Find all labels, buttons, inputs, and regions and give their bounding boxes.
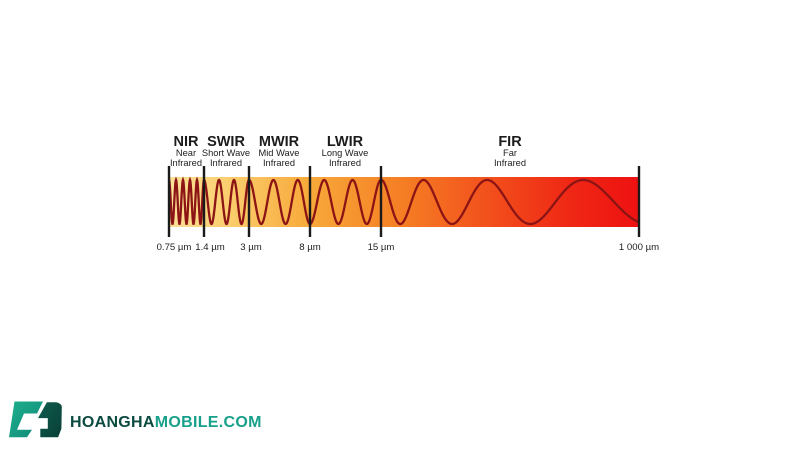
svg-text:Infrared: Infrared — [170, 158, 202, 168]
svg-text:Near: Near — [176, 148, 196, 158]
svg-text:Long Wave: Long Wave — [322, 148, 369, 158]
svg-text:Far: Far — [503, 148, 517, 158]
svg-text:1.4 µm: 1.4 µm — [195, 242, 225, 253]
svg-text:3 µm: 3 µm — [240, 242, 262, 253]
svg-text:Infrared: Infrared — [210, 158, 242, 168]
svg-text:1 000 µm: 1 000 µm — [619, 242, 659, 253]
svg-text:Infrared: Infrared — [263, 158, 295, 168]
svg-text:Infrared: Infrared — [494, 158, 526, 168]
svg-text:8 µm: 8 µm — [299, 242, 321, 253]
svg-text:0.75 µm: 0.75 µm — [157, 242, 192, 253]
svg-text:Short Wave: Short Wave — [202, 148, 250, 158]
svg-text:Infrared: Infrared — [329, 158, 361, 168]
svg-text:Mid Wave: Mid Wave — [259, 148, 300, 158]
svg-text:15 µm: 15 µm — [368, 242, 395, 253]
svg-text:HOANGHAMOBILE.COM: HOANGHAMOBILE.COM — [70, 414, 262, 431]
